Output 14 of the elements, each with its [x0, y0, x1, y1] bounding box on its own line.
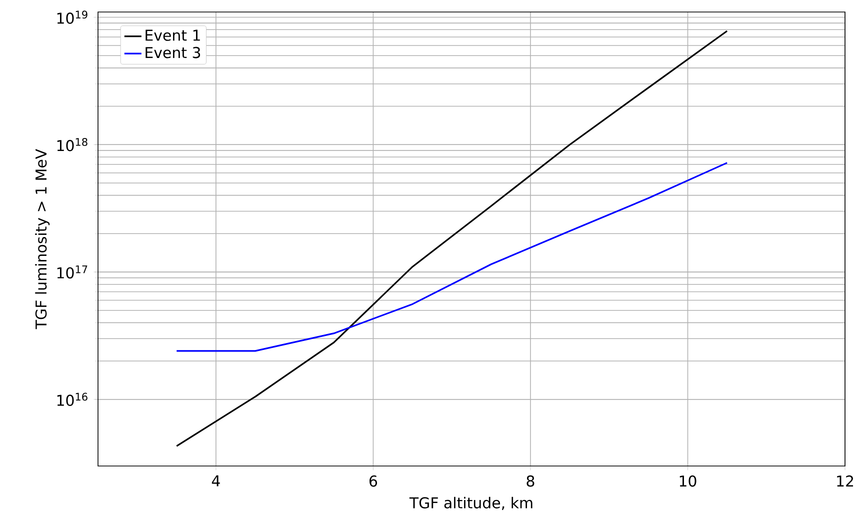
x-tick-label: 10 — [680, 475, 696, 487]
y-axis-title: TGF luminosity > 1 MeV — [35, 148, 50, 330]
y-tick-label: 10$^{17}$ — [57, 265, 88, 279]
y-tick-label: 10$^{16}$ — [57, 392, 88, 406]
x-tick-label: 4 — [212, 475, 220, 486]
y-tick-label: 10$^{18}$ — [57, 138, 88, 152]
x-tick-label: 6 — [370, 475, 378, 487]
x-tick-label: 8 — [526, 475, 534, 487]
x-axis-title: TGF altitude, km — [409, 496, 532, 510]
legend-label: Event 3 — [146, 46, 200, 58]
legend-label: Event 1 — [146, 30, 200, 41]
y-tick-label: 10$^{19}$ — [57, 10, 88, 24]
line-series — [176, 162, 728, 352]
x-tick-label: 12 — [837, 475, 854, 486]
